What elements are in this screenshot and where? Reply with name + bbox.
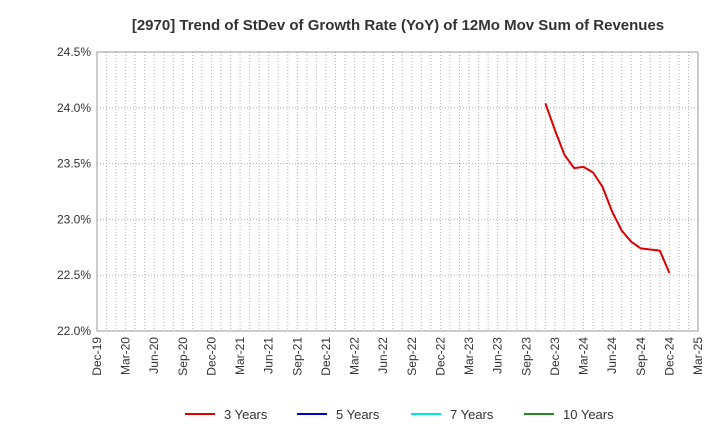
legend: 3 Years 5 Years 7 Years 10 Years: [185, 407, 614, 422]
x-tick-label: Mar-21: [233, 337, 247, 375]
x-tick-label: Sep-24: [634, 337, 648, 376]
x-tick-label: Jun-20: [147, 337, 161, 374]
chart-title: [2970] Trend of StDev of Growth Rate (Yo…: [132, 17, 664, 34]
x-tick-label: Sep-21: [290, 337, 304, 376]
x-tick-label: Dec-22: [433, 337, 447, 376]
x-tick-label: Jun-22: [376, 337, 390, 374]
x-axis: Dec-19 Mar-20 Jun-20 Sep-20 Dec-20 Mar-21 Jun-…: [90, 337, 705, 376]
x-tick-label: Dec-20: [204, 337, 218, 376]
legend-label: 10 Years: [563, 407, 614, 422]
x-tick-label: Mar-20: [119, 337, 133, 375]
plot-area: [96, 51, 699, 332]
y-tick-label: 23.0%: [57, 212, 91, 226]
legend-label: 5 Years: [336, 407, 380, 422]
series-line: [544, 102, 671, 274]
x-tick-label: Jun-21: [262, 337, 276, 374]
grid: [97, 52, 698, 331]
x-tick-label: Sep-22: [405, 337, 419, 376]
x-tick-label: Mar-22: [348, 337, 362, 375]
y-tick-label: 22.5%: [57, 268, 91, 282]
x-tick-label: Jun-23: [491, 337, 505, 374]
x-tick-label: Dec-19: [90, 337, 104, 376]
series-lines: [544, 102, 671, 274]
x-tick-label: Sep-20: [176, 337, 190, 376]
y-tick-label: 24.5%: [57, 45, 91, 59]
legend-label: 3 Years: [224, 407, 268, 422]
x-tick-label: Dec-21: [319, 337, 333, 376]
x-tick-label: Sep-23: [519, 337, 533, 376]
x-tick-label: Mar-24: [577, 337, 591, 375]
y-axis: 22.0% 22.5% 23.0% 23.5% 24.0% 24.5%: [57, 45, 91, 338]
x-tick-label: Dec-23: [548, 337, 562, 376]
x-tick-label: Dec-24: [662, 337, 676, 376]
x-tick-label: Mar-23: [462, 337, 476, 375]
y-tick-label: 23.5%: [57, 157, 91, 171]
x-tick-label: Jun-24: [605, 337, 619, 374]
y-tick-label: 24.0%: [57, 101, 91, 115]
y-tick-label: 22.0%: [57, 324, 91, 338]
x-tick-label: Mar-25: [691, 337, 705, 375]
legend-label: 7 Years: [450, 407, 494, 422]
